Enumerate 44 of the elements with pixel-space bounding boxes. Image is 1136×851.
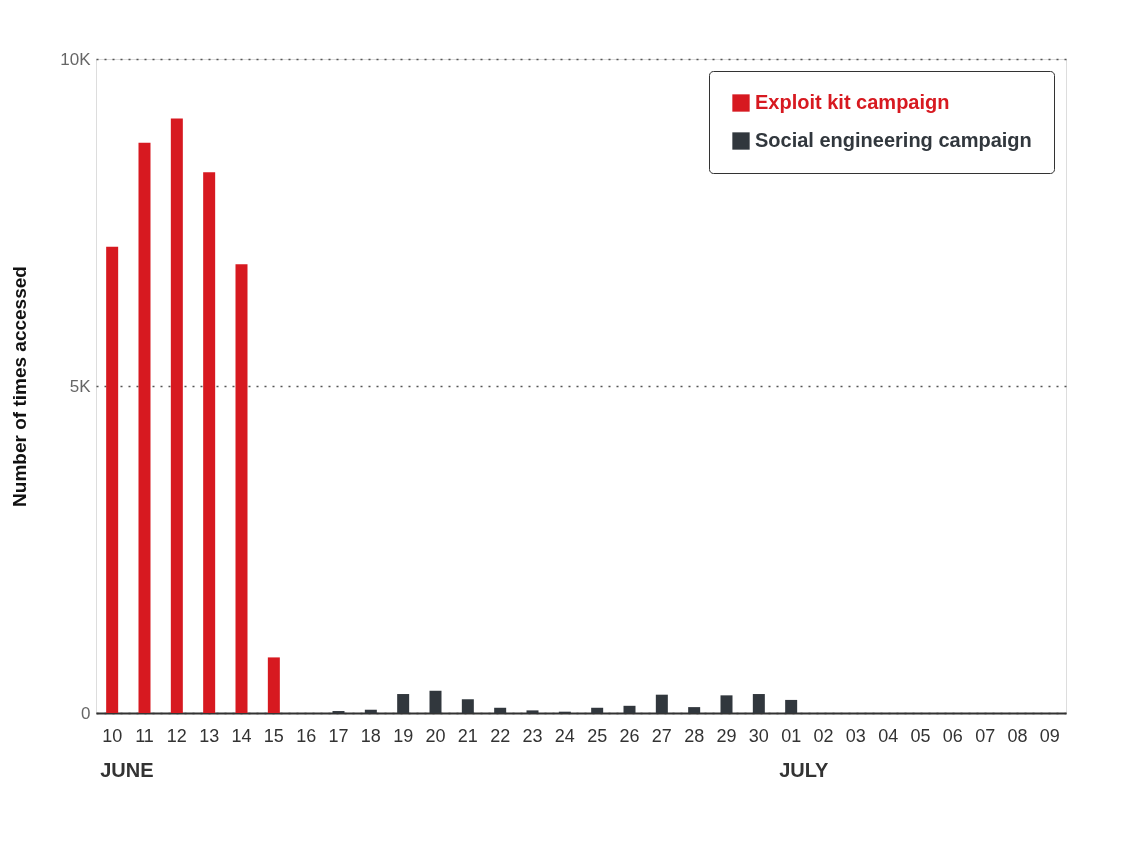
y-tick-label: 0	[81, 703, 91, 723]
text: JUNE	[100, 759, 154, 781]
x-tick-label: 19	[393, 725, 414, 746]
x-tick-label: 06	[942, 725, 963, 746]
x-tick-label: 01	[781, 725, 802, 746]
y-tick-label: 5K	[69, 376, 92, 396]
x-tick-label: 25	[587, 725, 608, 746]
x-tick-label: 22	[490, 725, 511, 746]
x-tick-label: 20	[425, 725, 446, 746]
x-tick-label: 24	[554, 725, 575, 746]
x-tick-label: 05	[910, 725, 931, 746]
x-tick-label: 27	[651, 725, 672, 746]
x-tick-label: 15	[263, 725, 284, 746]
x-tick-label: 28	[684, 725, 705, 746]
bar	[267, 657, 280, 713]
x-tick-label: 10	[102, 725, 123, 746]
legend-label: Exploit kit campaign	[755, 91, 950, 113]
x-tick-label: 16	[296, 725, 317, 746]
x-tick-label: 29	[716, 725, 737, 746]
x-tick-label: 13	[199, 725, 220, 746]
x-tick-label: 03	[845, 725, 866, 746]
text: JULY	[779, 759, 830, 781]
bar	[170, 118, 183, 713]
bar	[138, 142, 151, 713]
y-axis-title: Number of times accessed	[9, 266, 31, 507]
bar	[106, 246, 119, 713]
x-tick-label: 14	[231, 725, 252, 746]
y-tick-label: 10K	[60, 49, 92, 69]
x-tick-label: 12	[166, 725, 187, 746]
x-tick-label: 17	[328, 725, 349, 746]
bar	[203, 172, 216, 713]
x-tick-label: 26	[619, 725, 640, 746]
x-tick-label: 11	[135, 725, 154, 746]
x-tick-label: 04	[878, 725, 899, 746]
x-tick-label: 21	[457, 725, 478, 746]
x-tick-label: 18	[360, 725, 381, 746]
x-tick-label: 09	[1039, 725, 1060, 746]
x-tick-label: 08	[1007, 725, 1028, 746]
legend-label: Social engineering campaign	[755, 129, 1032, 151]
x-tick-label: 23	[522, 725, 543, 746]
x-tick-label: 02	[813, 725, 834, 746]
x-tick-label: 07	[975, 725, 996, 746]
x-tick-label: 30	[748, 725, 769, 746]
bar	[235, 264, 248, 713]
